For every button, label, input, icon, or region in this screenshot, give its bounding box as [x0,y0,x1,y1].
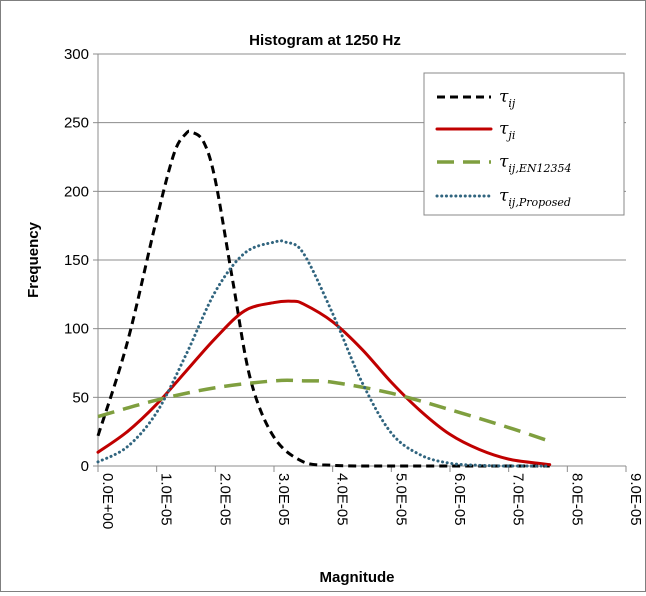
x-tick-label: 1.0E-05 [158,473,175,526]
x-tick-label: 3.0E-05 [275,473,292,526]
series-line-2 [97,378,551,443]
x-axis-label: Magnitude [320,569,395,586]
y-tick-label: 200 [64,183,89,200]
series-lines [96,129,552,468]
x-tick-label: 4.0E-05 [334,473,351,526]
x-tick-label: 8.0E-05 [568,473,585,526]
y-tick-label: 150 [64,252,89,269]
x-tick-labels: 0.0E+00 1.0E-05 2.0E-05 3.0E-05 4.0E-05 5.0E-… [99,473,644,529]
x-tick-label: 2.0E-05 [216,473,233,526]
x-tick-label: 7.0E-05 [510,473,527,526]
y-tick-label: 0 [81,458,89,475]
x-tick-label: 6.0E-05 [451,473,468,526]
legend-box [423,72,625,216]
y-tick-label: 50 [72,389,89,406]
y-tick-labels: 0 50 100 150 200 250 300 [64,46,89,475]
y-axis-label: Frequency [25,221,42,298]
y-tick-label: 100 [64,321,89,338]
y-tick-label: 300 [64,46,89,63]
series-line-0 [96,129,550,468]
x-tick-label: 9.0E-05 [627,473,644,526]
series-line-3 [96,239,552,468]
x-tick-label: 0.0E+00 [99,473,116,529]
x-tick-label: 5.0E-05 [392,473,409,526]
series-line-1 [96,299,552,467]
chart-title: Histogram at 1250 Hz [249,32,401,49]
y-tick-label: 250 [64,115,89,132]
